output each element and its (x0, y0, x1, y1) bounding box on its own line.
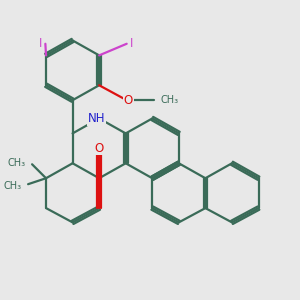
Text: CH₃: CH₃ (8, 158, 26, 168)
Text: O: O (124, 94, 133, 107)
Text: NH: NH (88, 112, 105, 125)
Text: CH₃: CH₃ (4, 181, 22, 191)
Text: I: I (130, 37, 134, 50)
Text: O: O (94, 142, 104, 155)
Text: I: I (39, 37, 42, 50)
Text: CH₃: CH₃ (160, 95, 179, 105)
